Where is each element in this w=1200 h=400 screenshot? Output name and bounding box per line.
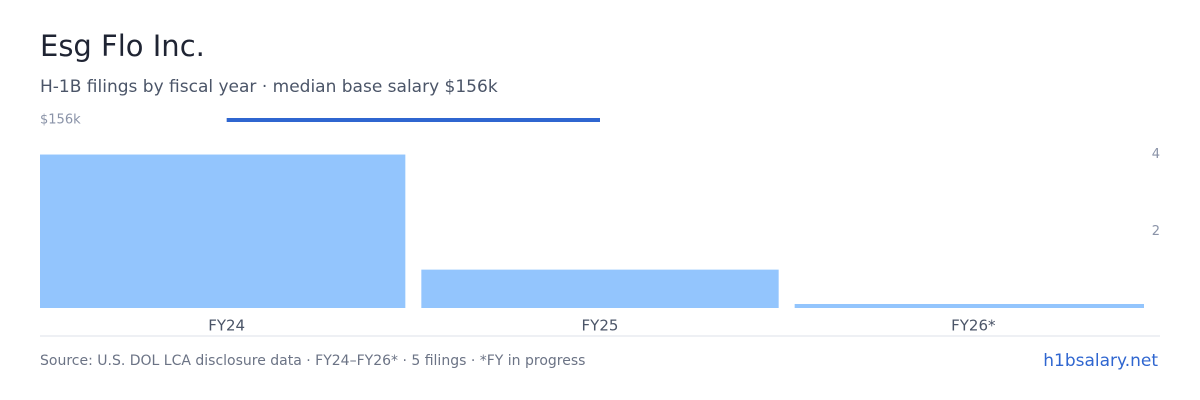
y2-tick-label: $156k (40, 113, 81, 128)
bar (421, 269, 779, 308)
bar (40, 154, 406, 308)
brand-link[interactable]: h1bsalary.net (1043, 351, 1158, 371)
x-tick-label: FY26* (951, 317, 996, 335)
chart-subtitle: H-1B filings by fiscal year · median bas… (40, 77, 498, 97)
y-tick-label: 4 (1152, 147, 1160, 162)
bar (794, 304, 1144, 308)
x-tick-label: FY25 (582, 317, 619, 335)
source-note: Source: U.S. DOL LCA disclosure data · F… (40, 353, 585, 369)
y-tick-label: 2 (1152, 224, 1160, 239)
chart-title: Esg Flo Inc. (40, 29, 205, 63)
x-tick-label: FY24 (208, 317, 245, 335)
